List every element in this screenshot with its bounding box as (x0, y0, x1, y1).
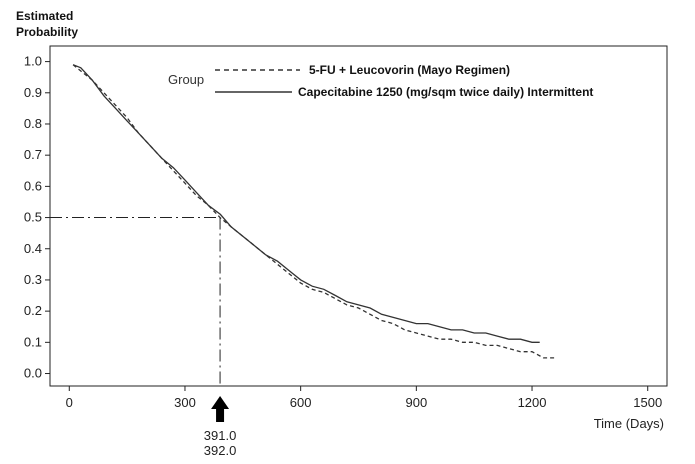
y-tick-label: 0.5 (24, 210, 42, 225)
median-arrow-icon (211, 396, 230, 422)
legend-title: Group (168, 72, 204, 87)
legend: Group 5-FU + Leucovorin (Mayo Regimen) C… (168, 63, 593, 99)
x-tick-label: 1500 (633, 395, 662, 410)
y-tick-label: 1.0 (24, 54, 42, 69)
y-axis: 0.0 0.1 0.2 0.3 0.4 0.5 0.6 0.7 0.8 0.9 1.0 (24, 54, 50, 381)
y-tick-label: 0.1 (24, 334, 42, 349)
y-axis-label-line1: Estimated (16, 9, 73, 23)
y-tick-label: 0.6 (24, 178, 42, 193)
legend-label-5fu: 5-FU + Leucovorin (Mayo Regimen) (309, 63, 510, 77)
x-axis-label: Time (Days) (594, 416, 664, 431)
y-tick-label: 0.7 (24, 147, 42, 162)
x-tick-label: 300 (174, 395, 196, 410)
x-tick-label: 1200 (518, 395, 547, 410)
x-tick-label: 900 (405, 395, 427, 410)
y-tick-label: 0.3 (24, 272, 42, 287)
y-tick-label: 0.4 (24, 241, 42, 256)
series-line-capecitabine (72, 64, 540, 343)
y-tick-label: 0.9 (24, 85, 42, 100)
median-value-label: 391.0 (204, 428, 237, 443)
y-tick-label: 0.0 (24, 366, 42, 381)
plot-frame (49, 45, 668, 387)
legend-label-capecitabine: Capecitabine 1250 (mg/sqm twice daily) I… (298, 85, 593, 99)
y-tick-label: 0.8 (24, 116, 42, 131)
x-tick-label: 0 (66, 395, 73, 410)
x-axis: 0 300 600 900 1200 1500 (66, 386, 662, 410)
series-line-5fu-leucovorin (72, 64, 556, 359)
y-tick-label: 0.2 (24, 303, 42, 318)
x-tick-label: 600 (290, 395, 312, 410)
series-layer (72, 64, 556, 359)
median-value-label: 392.0 (204, 443, 237, 458)
y-axis-label-line2: Probability (16, 25, 78, 39)
